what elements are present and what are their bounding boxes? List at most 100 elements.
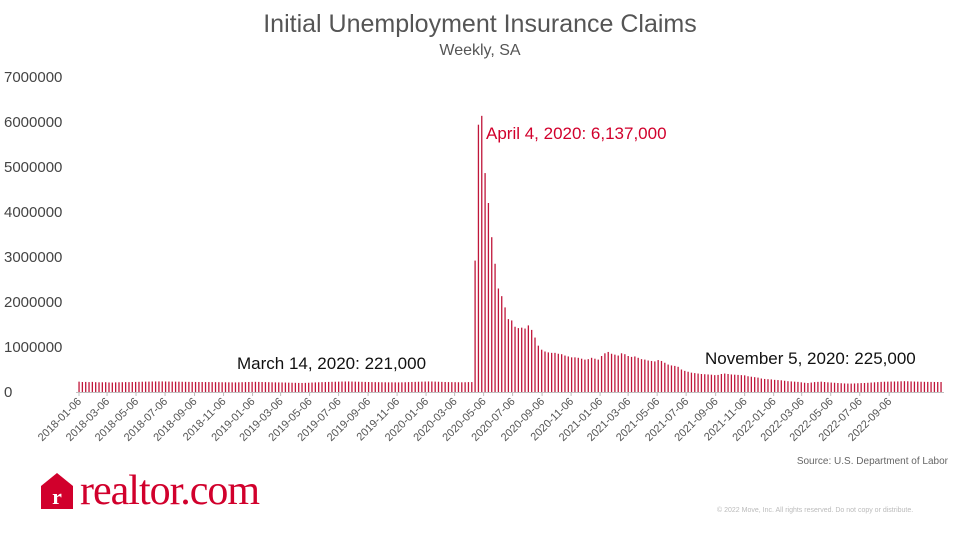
bar bbox=[161, 381, 163, 392]
copyright-note: © 2022 Move, Inc. All rights reserved. D… bbox=[717, 507, 914, 514]
bar bbox=[497, 288, 500, 392]
bar bbox=[344, 381, 346, 392]
bar bbox=[800, 382, 802, 392]
bar bbox=[427, 381, 430, 392]
bar bbox=[933, 381, 936, 392]
bar bbox=[587, 359, 589, 392]
bar bbox=[607, 351, 609, 392]
bar bbox=[744, 375, 746, 392]
bar bbox=[640, 359, 643, 392]
bar bbox=[101, 382, 103, 392]
bar bbox=[833, 382, 836, 392]
bar bbox=[484, 173, 486, 392]
bar bbox=[877, 382, 879, 392]
bar bbox=[734, 374, 736, 392]
bar bbox=[477, 124, 480, 392]
bar bbox=[481, 115, 483, 392]
bar bbox=[328, 381, 330, 392]
bar bbox=[830, 382, 832, 392]
bar bbox=[244, 382, 247, 392]
bar bbox=[773, 379, 776, 392]
bar bbox=[720, 374, 723, 392]
bar bbox=[747, 376, 749, 392]
bar bbox=[694, 373, 696, 392]
bar bbox=[208, 382, 210, 392]
y-tick-label: 6000000 bbox=[4, 114, 62, 131]
bar bbox=[308, 382, 310, 392]
bar bbox=[191, 381, 193, 392]
bar bbox=[790, 381, 792, 392]
bar bbox=[251, 381, 253, 393]
bar bbox=[461, 382, 463, 392]
bar bbox=[401, 382, 403, 392]
bar bbox=[534, 337, 536, 392]
bar bbox=[141, 381, 143, 392]
bar bbox=[737, 374, 739, 392]
bar bbox=[644, 359, 646, 392]
bar bbox=[164, 381, 167, 392]
bar bbox=[810, 382, 812, 392]
bar bbox=[411, 381, 413, 392]
bar-series bbox=[78, 115, 942, 393]
bar bbox=[704, 374, 706, 392]
bar bbox=[78, 381, 80, 392]
bar bbox=[897, 381, 899, 392]
annotation-march-2020: March 14, 2020: 221,000 bbox=[237, 354, 426, 373]
bar bbox=[620, 353, 623, 392]
y-tick-label: 0 bbox=[4, 384, 12, 401]
bar bbox=[214, 382, 217, 392]
bar bbox=[188, 381, 190, 393]
bar bbox=[274, 382, 277, 392]
bar bbox=[893, 381, 896, 392]
bar bbox=[347, 381, 350, 392]
bar bbox=[118, 382, 120, 392]
bar bbox=[91, 381, 94, 393]
bar bbox=[95, 382, 97, 392]
brand-logo: r realtor.com bbox=[40, 470, 260, 512]
bar bbox=[850, 383, 852, 392]
bar bbox=[567, 356, 569, 392]
bar bbox=[803, 382, 806, 392]
bar bbox=[211, 382, 213, 392]
bar bbox=[514, 326, 516, 392]
bar bbox=[338, 381, 340, 392]
bar bbox=[717, 374, 719, 392]
bar bbox=[547, 352, 549, 392]
bar bbox=[144, 381, 147, 392]
bar bbox=[444, 382, 446, 392]
bar bbox=[85, 381, 87, 392]
annotation-november-2020: November 5, 2020: 225,000 bbox=[705, 349, 916, 368]
bar bbox=[471, 382, 473, 392]
bar bbox=[324, 382, 326, 392]
bar bbox=[767, 379, 769, 392]
bar bbox=[807, 383, 809, 392]
bar bbox=[714, 375, 716, 393]
bar bbox=[454, 382, 456, 392]
chart-title: Initial Unemployment Insurance Claims bbox=[263, 10, 697, 38]
y-tick-label: 3000000 bbox=[4, 249, 62, 266]
bar bbox=[724, 373, 726, 392]
house-logo-icon: r bbox=[41, 473, 73, 509]
bar bbox=[397, 382, 400, 392]
bar bbox=[224, 382, 227, 392]
bar bbox=[597, 359, 599, 392]
bar bbox=[754, 377, 756, 392]
svg-text:r: r bbox=[52, 484, 62, 509]
source-note: Source: U.S. Department of Labor bbox=[796, 456, 948, 467]
bar bbox=[837, 383, 839, 392]
bar bbox=[231, 382, 233, 392]
bar bbox=[544, 351, 546, 392]
bar bbox=[184, 381, 187, 392]
bar bbox=[793, 381, 796, 392]
bar bbox=[294, 382, 297, 392]
bar bbox=[634, 356, 636, 392]
bar bbox=[551, 352, 553, 392]
bar bbox=[610, 353, 613, 392]
bar bbox=[404, 382, 406, 392]
bar bbox=[660, 360, 663, 392]
bar bbox=[474, 260, 476, 392]
bar bbox=[451, 382, 453, 392]
bar bbox=[517, 328, 520, 392]
bar bbox=[820, 381, 822, 392]
bar bbox=[667, 364, 669, 392]
